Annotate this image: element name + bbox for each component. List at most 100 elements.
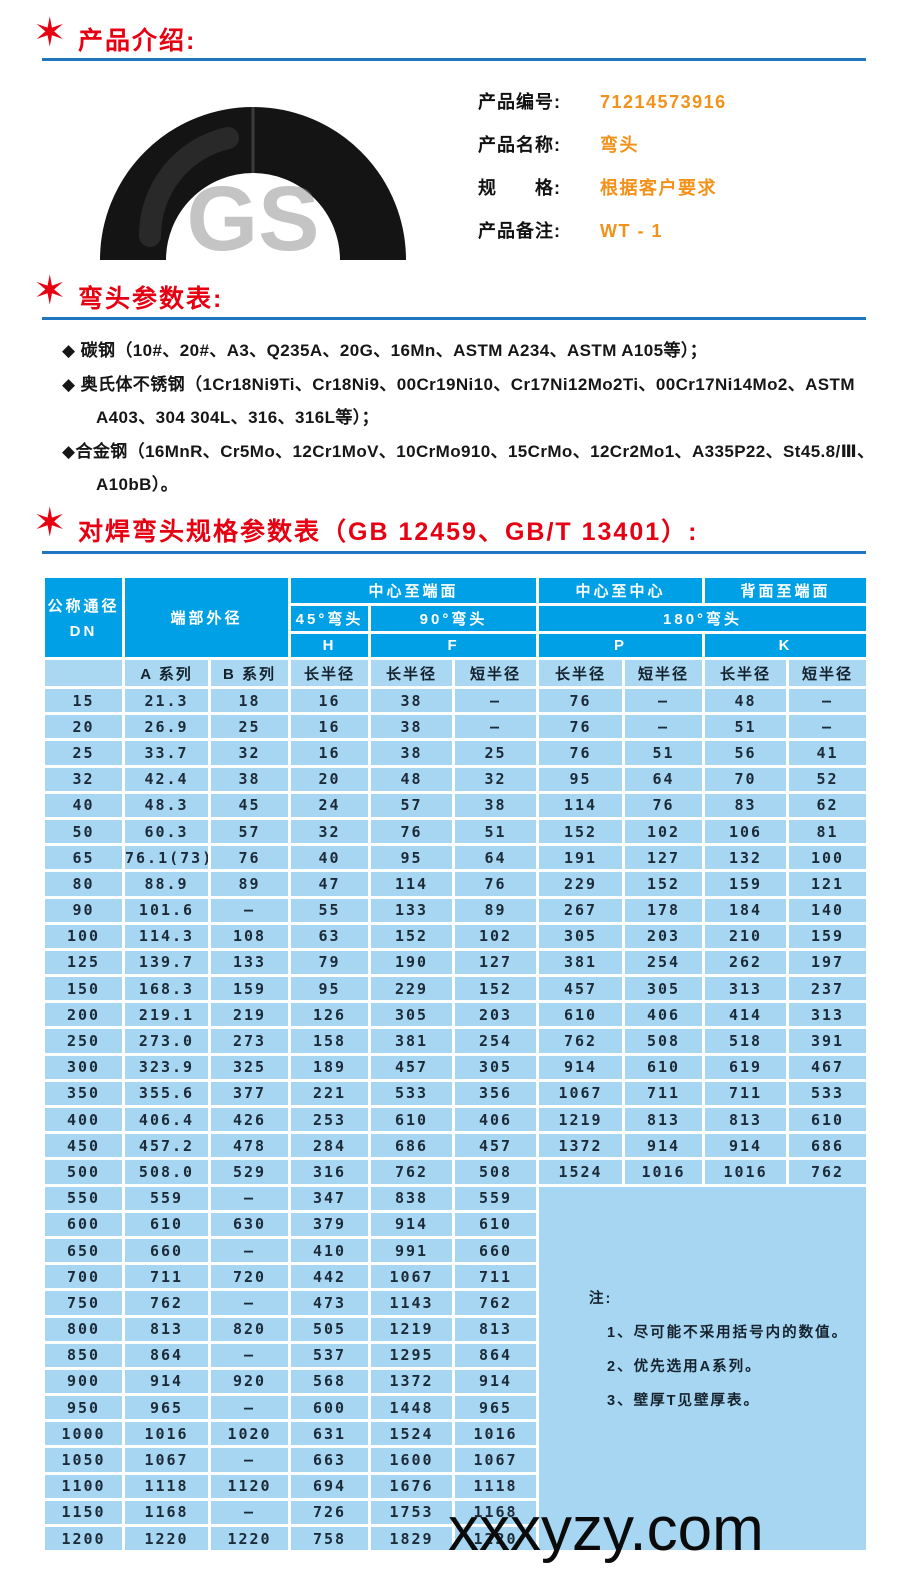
value-cell: 219 bbox=[207, 1000, 292, 1030]
spec-table-row: 50 60.3 57 32 76 51 152 102 106 81 bbox=[42, 816, 870, 847]
value-cell: 83 bbox=[702, 790, 790, 820]
product-field-value: 根据客户要求 bbox=[600, 178, 717, 198]
spec-table-row: 1050 1067—663 1600 1067 bbox=[42, 1445, 868, 1475]
value-cell: 720 bbox=[207, 1262, 292, 1292]
value-cell: 25 bbox=[207, 712, 292, 742]
material-line: A10bB）。 bbox=[96, 475, 179, 494]
dn-cell: 500 bbox=[42, 1157, 125, 1187]
star-icon: ✶ bbox=[33, 501, 67, 545]
value-cell: 114 bbox=[536, 790, 626, 820]
value-cell: 473 bbox=[288, 1288, 372, 1318]
dn-cell: 1050 bbox=[42, 1445, 125, 1475]
spec-table-row: 1000 1016 1020 631 1524 1016 bbox=[42, 1419, 868, 1449]
value-cell: 48 bbox=[368, 764, 456, 794]
value-cell: 1143 bbox=[368, 1288, 456, 1318]
value-cell: 508 bbox=[452, 1157, 540, 1187]
value-cell: 1118 bbox=[452, 1471, 540, 1501]
dn-cell: 350 bbox=[42, 1078, 125, 1109]
value-cell: 711 bbox=[452, 1262, 540, 1292]
value-cell: 533 bbox=[786, 1078, 870, 1109]
value-cell: 76.1(73) bbox=[122, 843, 211, 873]
value-cell: 610 bbox=[452, 1209, 540, 1239]
value-cell: 762 bbox=[786, 1157, 870, 1187]
value-cell: 159 bbox=[786, 921, 870, 951]
product-info: 产品编号: 71214573916 产品名称: 弯头规 格: 根据客户要求 产品备注: WT… bbox=[478, 88, 727, 260]
value-cell: 1016 bbox=[452, 1419, 540, 1449]
value-cell: 159 bbox=[207, 974, 292, 1004]
value-cell: 51 bbox=[452, 816, 540, 847]
value-cell: 210 bbox=[702, 921, 790, 951]
product-field-label: 产品名称: bbox=[478, 135, 561, 155]
value-cell: 864 bbox=[452, 1340, 540, 1370]
spec-table-row: 300 323.9 325 189 457 305 914 610 619 467 bbox=[42, 1052, 870, 1082]
value-cell: 1067 bbox=[368, 1262, 456, 1292]
value-cell: 356 bbox=[452, 1078, 540, 1109]
value-cell: 660 bbox=[122, 1235, 211, 1266]
value-cell: 25 bbox=[452, 738, 540, 768]
dn-cell: 850 bbox=[42, 1340, 125, 1370]
header-k: K bbox=[702, 631, 870, 660]
value-cell: 508.0 bbox=[122, 1157, 211, 1187]
value-cell: 81 bbox=[786, 816, 870, 847]
material-item: ◆ 碳钢（10#、20#、A3、Q235A、20G、16Mn、ASTM A234… bbox=[62, 334, 862, 368]
value-cell: 305 bbox=[368, 1000, 456, 1030]
star-icon: ✶ bbox=[33, 269, 67, 313]
value-cell: 305 bbox=[622, 974, 706, 1004]
value-cell: 457 bbox=[368, 1052, 456, 1082]
header-elbow-90: 90°弯头 bbox=[368, 603, 540, 634]
value-cell: 1067 bbox=[452, 1445, 540, 1475]
notes-title: 注: bbox=[589, 1290, 613, 1307]
value-cell: 1067 bbox=[536, 1078, 626, 1109]
value-cell: 711 bbox=[702, 1078, 790, 1109]
value-cell: 57 bbox=[207, 816, 292, 847]
value-cell: 914 bbox=[536, 1052, 626, 1082]
value-cell: 1372 bbox=[536, 1131, 626, 1161]
value-cell: 1118 bbox=[122, 1471, 211, 1501]
value-cell: 254 bbox=[622, 947, 706, 978]
header-f: F bbox=[368, 631, 540, 660]
note-item: 1、尽可能不采用括号内的数值。 bbox=[607, 1324, 849, 1341]
value-cell: 426 bbox=[207, 1104, 292, 1135]
spec-table-row: 500 508.0 529 316 762 508 1524 1016 1016 762 bbox=[42, 1157, 870, 1187]
value-cell: 284 bbox=[288, 1131, 372, 1161]
header-series-b: B 系列 bbox=[207, 657, 292, 689]
dn-cell: 900 bbox=[42, 1366, 125, 1397]
value-cell: 18 bbox=[207, 685, 292, 716]
value-cell: 62 bbox=[786, 790, 870, 820]
value-cell: 16 bbox=[288, 712, 372, 742]
value-cell: 262 bbox=[702, 947, 790, 978]
value-cell: — bbox=[207, 1288, 292, 1318]
spec-table-row: 600 610 630 379 914 610 bbox=[42, 1209, 868, 1239]
value-cell: 1448 bbox=[368, 1393, 456, 1423]
material-line: ◆ 奥氏体不锈钢（1Cr18Ni9Ti、Cr18Ni9、00Cr19Ni10、C… bbox=[62, 374, 855, 394]
value-cell: 76 bbox=[536, 685, 626, 716]
value-cell: 663 bbox=[288, 1445, 372, 1475]
cs-watermark: GS bbox=[187, 168, 320, 270]
value-cell: 1829 bbox=[368, 1523, 456, 1554]
value-cell: 76 bbox=[207, 843, 292, 873]
value-cell: 305 bbox=[536, 921, 626, 951]
dn-cell: 25 bbox=[42, 738, 125, 768]
header-p: P bbox=[536, 631, 706, 660]
site-watermark: xxxyzy.com bbox=[448, 1495, 764, 1564]
value-cell: 38 bbox=[368, 738, 456, 768]
value-cell: 55 bbox=[288, 895, 372, 925]
value-cell: 76 bbox=[368, 816, 456, 847]
value-cell: 63 bbox=[288, 921, 372, 951]
value-cell: 762 bbox=[452, 1288, 540, 1318]
value-cell: 89 bbox=[207, 869, 292, 899]
pipe-highlight bbox=[138, 127, 239, 247]
value-cell: 64 bbox=[622, 764, 706, 794]
header-long-radius: 长半径 bbox=[288, 657, 372, 689]
dn-cell: 1200 bbox=[42, 1523, 125, 1554]
value-cell: 41 bbox=[786, 738, 870, 768]
value-cell: 101.6 bbox=[122, 895, 211, 925]
value-cell: 203 bbox=[622, 921, 706, 951]
header-h: H bbox=[288, 631, 372, 660]
value-cell: — bbox=[207, 1497, 292, 1528]
value-cell: 529 bbox=[207, 1157, 292, 1187]
dn-cell: 400 bbox=[42, 1104, 125, 1135]
dn-cell: 800 bbox=[42, 1314, 125, 1344]
value-cell: — bbox=[622, 685, 706, 716]
value-cell: 726 bbox=[288, 1497, 372, 1528]
